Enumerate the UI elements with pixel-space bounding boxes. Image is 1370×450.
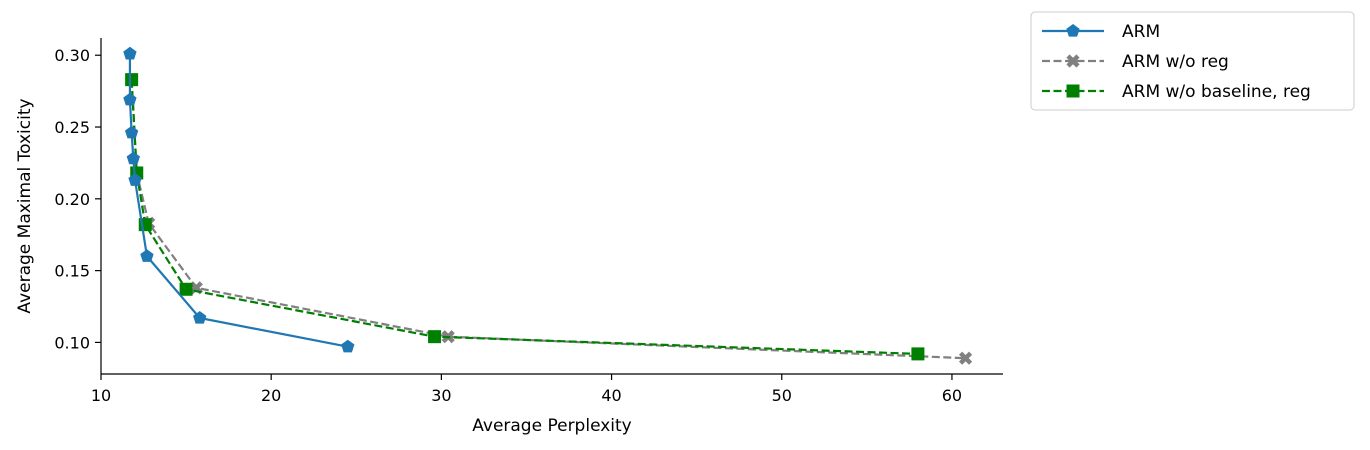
series-arm-w-o-reg [125, 73, 973, 365]
series-layer [123, 46, 973, 365]
data-point [123, 92, 137, 106]
y-tick-label: 0.10 [54, 333, 90, 352]
data-point [128, 173, 142, 186]
legend-marker [1066, 84, 1080, 98]
axes: 10 20 30 40 50 60 0.10 0.15 0.20 0.25 0.30 [54, 38, 1003, 405]
y-tick-label: 0.25 [54, 118, 90, 137]
x-tick-label: 40 [601, 386, 621, 405]
data-point [124, 125, 139, 139]
legend-label: ARM [1122, 22, 1160, 42]
legend-label: ARM w/o reg [1122, 52, 1229, 72]
legend-marker [1066, 54, 1080, 68]
series-line [130, 79, 966, 360]
data-point [958, 351, 973, 365]
y-tick-label: 0.20 [54, 190, 90, 209]
x-tick-label: 20 [261, 386, 281, 405]
series-line [130, 79, 918, 355]
legend-marker-stroke [1066, 54, 1080, 68]
x-axis-label: Average Perplexity [472, 416, 632, 436]
x-tick-label: 30 [431, 386, 451, 405]
data-point [193, 311, 207, 324]
data-point [428, 330, 442, 344]
legend: ARM ARM w/o reg ARM w/o baseline, reg [1030, 11, 1355, 111]
series-line [128, 53, 348, 348]
data-point [123, 46, 137, 60]
x-tick-label: 50 [772, 386, 792, 405]
legend-box [1030, 11, 1355, 111]
y-axis-label: Average Maximal Toxicity [15, 98, 35, 313]
data-point-stroke [189, 281, 203, 295]
series-arm-w-o-baseline-reg [125, 73, 925, 361]
x-tick-label: 60 [942, 386, 962, 405]
data-point-stroke [958, 351, 973, 365]
y-tick-label: 0.30 [54, 46, 90, 65]
legend-item: ARM w/o baseline, reg [1042, 82, 1311, 102]
legend-label: ARM w/o baseline, reg [1122, 82, 1311, 102]
x-tick-label: 10 [91, 386, 111, 405]
legend-marker [1066, 24, 1080, 37]
data-point [140, 249, 154, 262]
legend-item: ARM [1042, 22, 1160, 42]
data-point [125, 73, 139, 87]
data-point [126, 151, 140, 165]
data-point [341, 339, 355, 353]
data-point [911, 347, 925, 361]
data-point [179, 282, 193, 296]
y-tick-label: 0.15 [54, 262, 90, 281]
series-arm [123, 46, 355, 353]
legend-item: ARM w/o reg [1042, 52, 1229, 72]
